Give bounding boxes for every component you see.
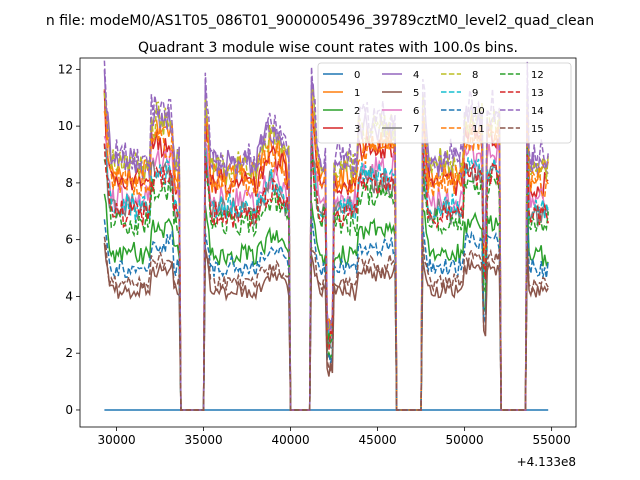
series-line-9 <box>103 126 549 411</box>
legend-label-3: 3 <box>354 124 360 135</box>
plot-frame <box>79 57 577 428</box>
legend-label-11: 11 <box>472 124 485 135</box>
legend-label-12: 12 <box>531 70 544 81</box>
legend-label-6: 6 <box>413 106 419 117</box>
legend-label-2: 2 <box>354 106 360 117</box>
y-axis-ticks: 0 2 4 6 8 10 12 <box>58 62 80 417</box>
y-tick-label: 2 <box>65 346 73 360</box>
legend-label-4: 4 <box>413 70 419 81</box>
legend-label-7: 7 <box>413 124 419 135</box>
legend-label-9: 9 <box>472 88 478 99</box>
legend-label-0: 0 <box>354 70 360 81</box>
x-offset-label: +4.133e8 <box>517 455 576 469</box>
x-tick-label: 55000 <box>533 433 571 447</box>
y-tick-label: 12 <box>58 62 73 76</box>
series-layer <box>103 60 549 411</box>
y-tick-label: 10 <box>58 119 73 133</box>
x-tick-label: 40000 <box>271 433 309 447</box>
x-tick-label: 50000 <box>446 433 484 447</box>
legend-label-5: 5 <box>413 88 419 99</box>
x-tick-label: 30000 <box>97 433 135 447</box>
legend-box <box>317 62 572 144</box>
x-tick-label: 45000 <box>359 433 397 447</box>
y-tick-label: 6 <box>65 233 73 247</box>
y-tick-label: 8 <box>65 176 73 190</box>
chart-title: Quadrant 3 module wise count rates with … <box>138 40 518 56</box>
x-tick-label: 35000 <box>184 433 222 447</box>
legend-label-10: 10 <box>472 106 485 117</box>
legend-label-13: 13 <box>531 88 544 99</box>
legend-label-8: 8 <box>472 70 478 81</box>
legend-label-1: 1 <box>354 88 360 99</box>
y-tick-label: 0 <box>65 403 73 417</box>
series-line-15 <box>103 236 549 411</box>
y-tick-label: 4 <box>65 289 73 303</box>
figure-suptitle: n file: modeM0/AS1T05_086T01_9000005496_… <box>46 13 594 29</box>
x-axis-ticks: 30000 35000 40000 45000 50000 55000 <box>97 427 571 447</box>
series-line-12 <box>103 143 549 411</box>
legend-label-15: 15 <box>531 124 544 135</box>
legend-label-14: 14 <box>531 106 544 117</box>
